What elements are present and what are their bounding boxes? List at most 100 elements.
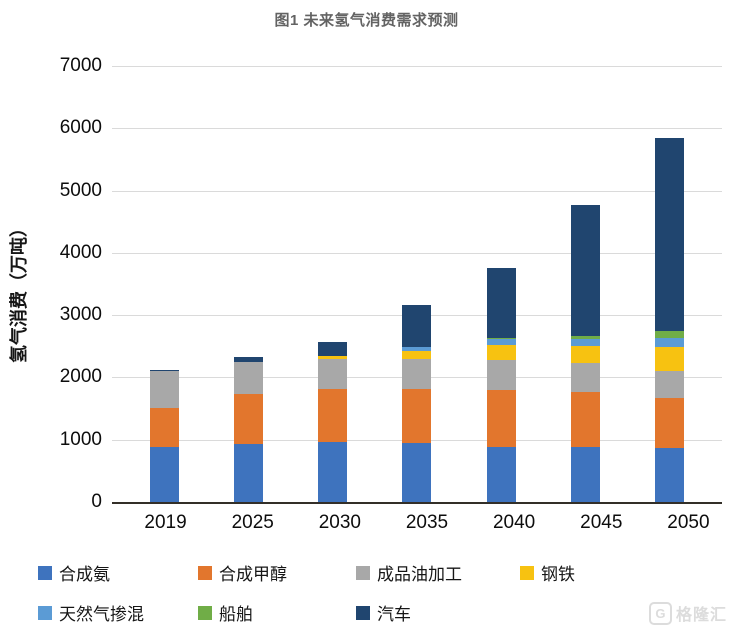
bar-segment-合成氨	[402, 443, 432, 502]
x-tick-label: 2040	[492, 512, 536, 533]
bar-segment-成品油加工	[318, 359, 348, 389]
x-tick-label: 2030	[318, 512, 361, 533]
bar-segment-合成甲醇	[655, 397, 685, 448]
x-tick-label: 2045	[580, 512, 623, 533]
bar-segment-天然气掺混	[486, 338, 516, 346]
legend-swatch-icon	[356, 565, 370, 580]
bar-segment-汽车	[402, 304, 432, 347]
legend-swatch-icon	[198, 565, 212, 580]
bar-segment-成品油加工	[233, 361, 263, 395]
legend-label: 汽车	[377, 605, 411, 624]
bar-segment-合成氨	[655, 447, 685, 502]
bar-segment-汽车	[655, 138, 685, 332]
bar-segment-钢铁	[655, 346, 685, 371]
bar-segment-钢铁	[318, 355, 348, 360]
bars-container	[112, 66, 722, 502]
x-tick-slot: 2040	[471, 512, 558, 534]
bar-segment-成品油加工	[655, 370, 685, 398]
stacked-bar-2040	[486, 267, 516, 502]
bar-segment-汽车	[149, 370, 179, 372]
legend-swatch-icon	[520, 565, 534, 580]
bar-slot	[459, 66, 543, 502]
chart-title: 图1 未来氢气消费需求预测	[274, 12, 459, 29]
watermark: G 格隆汇	[648, 601, 727, 625]
bar-segment-合成氨	[233, 444, 263, 502]
bar-segment-天然气掺混	[571, 338, 601, 346]
legend-item-合成甲醇: 合成甲醇	[198, 560, 356, 585]
bar-segment-合成甲醇	[402, 388, 432, 444]
bar-segment-船舶	[571, 336, 601, 339]
bar-segment-船舶	[486, 337, 516, 339]
bar-segment-合成氨	[318, 442, 348, 502]
bar-segment-合成甲醇	[571, 392, 601, 448]
bar-slot	[543, 66, 627, 502]
bar-segment-合成氨	[149, 447, 179, 502]
bar-segment-合成甲醇	[149, 407, 179, 448]
bar-segment-合成氨	[571, 447, 601, 502]
stacked-bar-2045	[571, 204, 601, 502]
x-tick-slot: 2025	[209, 512, 296, 534]
bar-segment-汽车	[233, 356, 263, 362]
stacked-bar-2030	[318, 341, 348, 502]
stacked-bar-2035	[402, 304, 432, 502]
legend-item-天然气掺混: 天然气掺混	[38, 600, 198, 625]
y-tick-label: 3000	[59, 304, 102, 326]
bar-segment-成品油加工	[402, 358, 432, 389]
bar-slot	[122, 66, 206, 502]
legend-label: 天然气掺混	[59, 605, 144, 624]
gridline	[112, 190, 722, 192]
bar-segment-合成甲醇	[486, 389, 516, 447]
legend-label: 船舶	[219, 605, 253, 624]
legend-label: 合成甲醇	[219, 565, 287, 584]
x-tick-label: 2050	[667, 512, 710, 533]
y-tick-label: 0	[91, 491, 102, 512]
stacked-bar-2050	[655, 138, 685, 502]
bar-segment-成品油加工	[571, 363, 601, 393]
bar-segment-合成氨	[486, 446, 516, 502]
legend: 合成氨 合成甲醇 成品油加工 钢铁 天然气掺混 船舶 汽车	[38, 560, 575, 625]
bar-segment-钢铁	[402, 350, 432, 359]
bar-slot	[628, 66, 712, 502]
x-axis-labels: 2019 2025 2030 2035 2040 2045 2050	[112, 512, 733, 534]
bar-segment-成品油加工	[149, 371, 179, 408]
stacked-bar-2025	[233, 356, 263, 502]
legend-swatch-icon	[38, 565, 52, 580]
x-tick-label: 2019	[144, 512, 187, 533]
y-tick-label: 1000	[59, 428, 102, 450]
x-tick-slot: 2050	[645, 512, 732, 534]
gridline	[112, 252, 722, 254]
gridline	[112, 66, 722, 67]
y-tick-label: 7000	[59, 55, 102, 76]
bar-slot	[206, 66, 290, 502]
watermark-logo-icon: G	[648, 601, 672, 625]
legend-label: 成品油加工	[377, 565, 462, 584]
y-tick-label: 5000	[59, 179, 102, 201]
bar-segment-合成甲醇	[318, 388, 348, 443]
legend-item-汽车: 汽车	[356, 600, 520, 625]
y-tick-label: 2000	[59, 366, 102, 388]
x-tick-slot: 2019	[122, 512, 209, 534]
bar-slot	[375, 66, 459, 502]
x-tick-slot: 2045	[558, 512, 645, 534]
bar-segment-天然气掺混	[402, 346, 432, 351]
legend-label: 合成氨	[59, 565, 110, 584]
y-axis-title: 氢气消费（万吨）	[9, 219, 29, 363]
legend-swatch-icon	[356, 605, 370, 620]
stacked-bar-2019	[149, 370, 179, 502]
x-tick-label: 2035	[405, 512, 449, 533]
x-tick-slot: 2035	[383, 512, 470, 534]
bar-segment-成品油加工	[486, 360, 516, 390]
plot-area	[112, 66, 722, 504]
x-tick-slot: 2030	[296, 512, 383, 534]
bar-segment-汽车	[318, 341, 348, 356]
watermark-text: 格隆汇	[675, 607, 727, 624]
bar-slot	[291, 66, 375, 502]
bar-segment-合成甲醇	[233, 394, 263, 445]
legend-swatch-icon	[38, 605, 52, 620]
bar-segment-汽车	[571, 204, 601, 337]
y-tick-label: 6000	[59, 117, 102, 139]
legend-item-船舶: 船舶	[198, 600, 356, 625]
bar-segment-钢铁	[571, 345, 601, 364]
legend-swatch-icon	[198, 605, 212, 620]
